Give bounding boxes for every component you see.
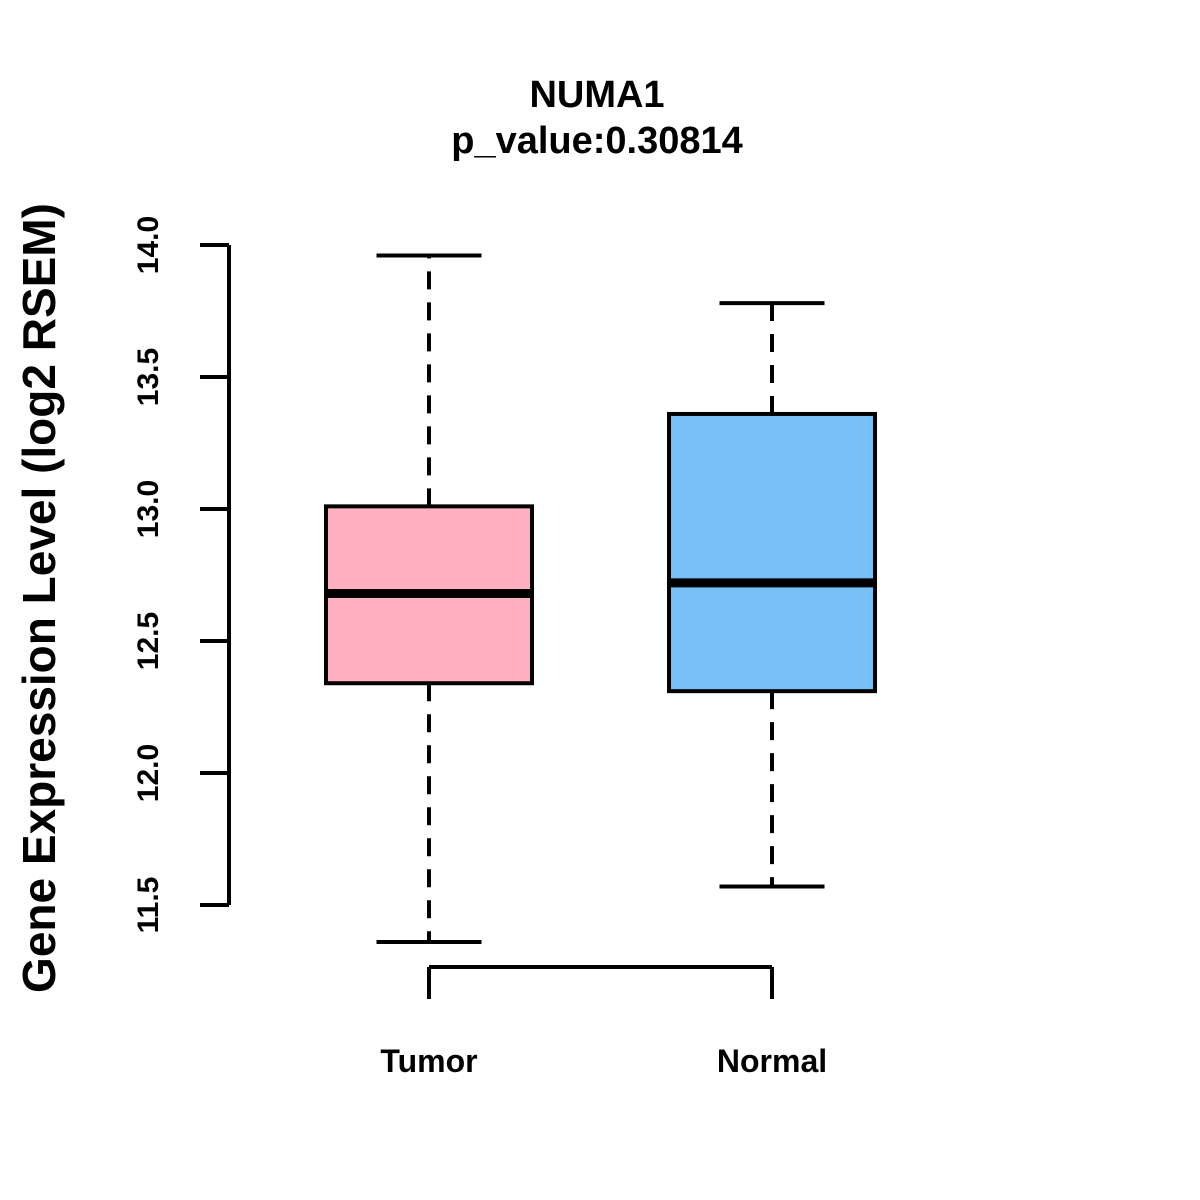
y-axis: 11.5 12.0 12.5 13.0 13.5 14.0 [132, 216, 231, 934]
x-category-label-tumor: Tumor [380, 1043, 477, 1079]
y-tick-label: 12.5 [132, 612, 165, 670]
y-tick-label: 13.5 [132, 348, 165, 406]
y-tick-label: 14.0 [132, 216, 165, 274]
chart-title: NUMA1 [529, 74, 664, 116]
x-axis: Tumor Normal [380, 965, 827, 1079]
y-axis-label: Gene Expression Level (log2 RSEM) [13, 203, 65, 993]
y-tick-label: 11.5 [132, 877, 165, 934]
normal-box [667, 411, 877, 694]
x-category-label-normal: Normal [717, 1043, 827, 1079]
y-tick-label: 12.0 [132, 744, 165, 802]
chart-subtitle-pvalue: p_value:0.30814 [451, 120, 743, 162]
box-series [324, 253, 877, 944]
y-tick-label: 13.0 [132, 480, 165, 538]
